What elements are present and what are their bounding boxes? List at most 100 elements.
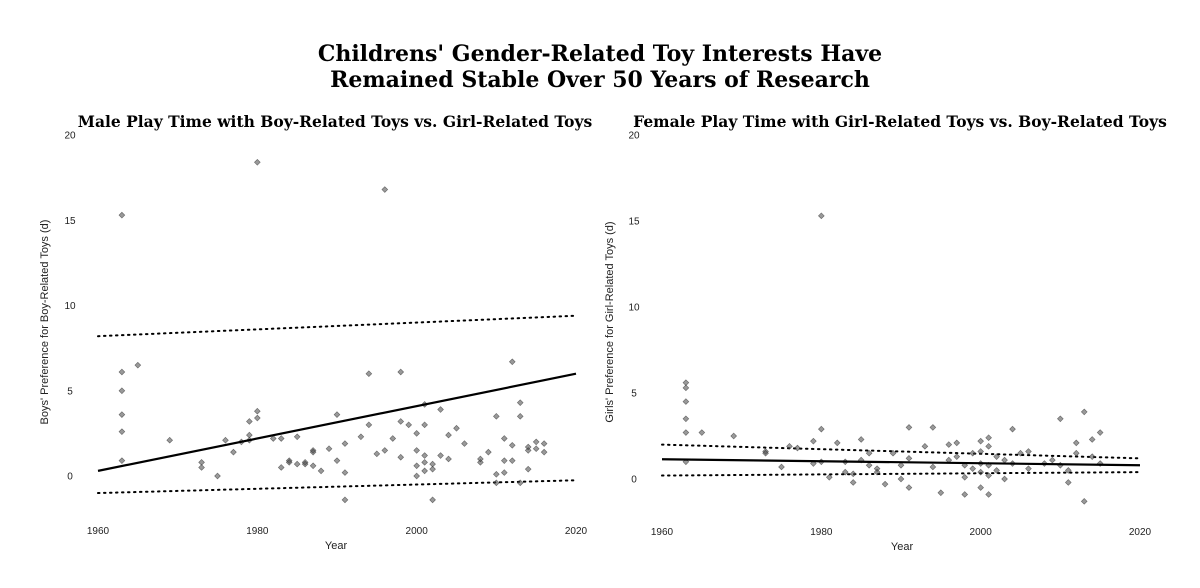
- data-point: [524, 465, 532, 473]
- data-point: [833, 439, 841, 447]
- data-point: [929, 424, 937, 431]
- data-point: [413, 472, 420, 480]
- data-point: [118, 211, 126, 219]
- x-axis-label: Year: [891, 541, 914, 553]
- data-point: [532, 445, 540, 453]
- y-tick-label: 0: [67, 472, 73, 483]
- data-point: [762, 449, 769, 457]
- data-point: [118, 387, 126, 395]
- x-tick-label: 2000: [406, 526, 429, 537]
- data-point: [1088, 436, 1096, 443]
- data-point: [818, 425, 825, 433]
- data-point: [429, 496, 436, 504]
- data-point: [786, 442, 793, 450]
- data-point: [849, 470, 857, 478]
- data-point: [897, 475, 905, 483]
- data-point: [421, 467, 428, 475]
- data-point: [945, 441, 953, 448]
- data-point: [921, 442, 929, 450]
- data-point: [389, 435, 397, 442]
- data-point: [905, 424, 913, 431]
- data-point: [477, 459, 484, 466]
- chart-panel-2: Female Play Time with Girl-Related Toys …: [604, 112, 1167, 553]
- data-point: [485, 448, 492, 456]
- y-tick-label: 10: [628, 303, 640, 314]
- data-point: [953, 453, 961, 460]
- y-tick-label: 15: [64, 216, 76, 227]
- figure-title-line-1: Childrens' Gender-Related Toy Interests …: [317, 41, 883, 67]
- data-point: [977, 484, 984, 491]
- data-point: [445, 455, 452, 463]
- data-point: [1025, 465, 1032, 473]
- data-point: [413, 462, 420, 470]
- data-point: [301, 460, 309, 468]
- data-point: [516, 413, 524, 420]
- panel-title: Male Play Time with Boy-Related Toys vs.…: [78, 112, 593, 131]
- x-tick-label: 1980: [810, 527, 833, 538]
- data-point: [977, 437, 984, 445]
- data-point: [849, 479, 857, 486]
- data-point: [493, 470, 500, 478]
- data-point: [500, 469, 508, 476]
- data-point: [977, 448, 984, 455]
- data-point: [413, 447, 420, 454]
- x-tick-label: 1960: [87, 526, 110, 537]
- data-point: [508, 441, 516, 449]
- data-point: [461, 440, 468, 447]
- data-point: [865, 461, 873, 469]
- x-tick-label: 2020: [565, 526, 588, 537]
- data-point: [493, 413, 500, 420]
- data-point: [1025, 448, 1032, 455]
- data-point: [317, 467, 325, 475]
- y-tick-label: 20: [628, 131, 640, 142]
- data-point: [794, 444, 801, 452]
- data-point: [429, 465, 436, 473]
- data-point: [1009, 425, 1016, 433]
- data-point: [897, 461, 905, 469]
- data-point: [437, 406, 444, 413]
- data-point: [985, 472, 992, 479]
- data-point: [1072, 439, 1080, 447]
- data-point: [365, 421, 373, 429]
- data-point: [198, 464, 205, 471]
- data-point: [397, 368, 405, 376]
- y-tick-label: 10: [64, 301, 76, 312]
- regression-line: [661, 458, 1141, 467]
- data-point: [341, 496, 349, 504]
- data-point: [381, 447, 389, 454]
- data-point: [118, 411, 126, 418]
- data-point: [969, 465, 977, 473]
- data-point: [118, 457, 126, 464]
- data-point: [532, 438, 540, 446]
- chart-panel-1: Male Play Time with Boy-Related Toys vs.…: [39, 112, 592, 552]
- data-point: [254, 158, 261, 166]
- y-tick-label: 0: [631, 475, 637, 486]
- data-point: [873, 468, 881, 476]
- data-point: [333, 411, 341, 418]
- data-point: [1080, 408, 1088, 416]
- data-point: [445, 431, 452, 439]
- data-point: [810, 437, 817, 445]
- data-point: [977, 468, 984, 476]
- data-point: [730, 432, 738, 440]
- data-point: [985, 491, 992, 498]
- data-point: [961, 491, 969, 498]
- data-point: [825, 473, 833, 481]
- data-point: [969, 449, 977, 457]
- data-point: [277, 464, 285, 471]
- data-point: [1080, 498, 1088, 505]
- data-point: [985, 434, 992, 442]
- data-point: [293, 433, 301, 441]
- y-axis-label: Boys' Preference for Boy-Related Toys (d…: [39, 220, 51, 425]
- data-point: [778, 463, 785, 471]
- data-point: [698, 429, 706, 436]
- x-axis-label: Year: [325, 540, 348, 552]
- data-point: [477, 455, 484, 463]
- data-point: [1001, 456, 1008, 464]
- data-point: [222, 436, 229, 444]
- data-point: [341, 469, 349, 476]
- data-point: [381, 186, 389, 193]
- data-point: [230, 448, 237, 456]
- data-point: [682, 415, 690, 423]
- data-point: [421, 452, 428, 459]
